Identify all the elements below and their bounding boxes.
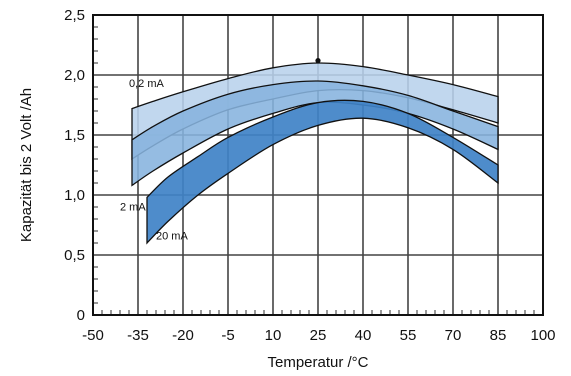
series-label: 2 mA	[120, 202, 146, 214]
x-tick-label: 70	[445, 327, 462, 344]
series-annotations: 0,2 mA 2 mA 20 mA	[120, 78, 188, 242]
x-axis-label: Temperatur /°C	[267, 354, 368, 371]
x-tick-label: -50	[82, 327, 104, 344]
y-tick-label: 2,5	[64, 7, 85, 24]
series-label: 20 mA	[156, 230, 188, 242]
plot-border	[92, 14, 544, 316]
y-axis-ticks: 0 0,5 1,0 1,5 2,0 2,5	[64, 7, 85, 324]
y-tick-label: 1,0	[64, 187, 85, 204]
band-20-ma	[146, 99, 499, 245]
x-tick-label: 100	[530, 327, 555, 344]
x-tick-label: -20	[172, 327, 194, 344]
plot-frame	[92, 14, 544, 316]
y-axis-label: Kapazität bis 2 Volt /Ah	[18, 88, 35, 242]
y-tick-label: 0	[77, 307, 85, 324]
series-label: 0,2 mA	[129, 78, 165, 90]
x-tick-label: -35	[127, 327, 149, 344]
y-tick-label: 0,5	[64, 247, 85, 264]
chart-series-bands	[131, 58, 499, 245]
x-tick-label: 40	[355, 327, 372, 344]
peak-marker	[315, 58, 321, 64]
band-2-ma	[131, 80, 499, 187]
x-tick-label: 10	[265, 327, 282, 344]
x-axis-ticks: -50 -35 -20 -5 10 25 40 55 70 85 100	[82, 327, 555, 344]
y-tick-label: 2,0	[64, 67, 85, 84]
x-tick-label: 55	[400, 327, 417, 344]
y-tick-label: 1,5	[64, 127, 85, 144]
x-tick-label: 85	[490, 327, 507, 344]
x-tick-label: 25	[310, 327, 327, 344]
x-tick-label: -5	[221, 327, 234, 344]
